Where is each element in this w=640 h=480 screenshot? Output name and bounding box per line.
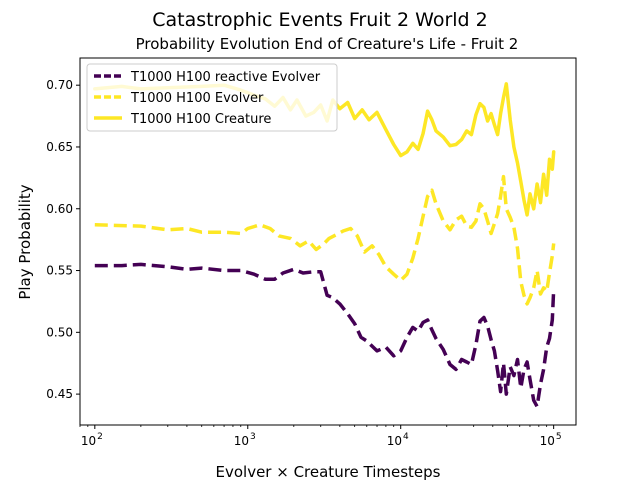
x-axis-label: Evolver × Creature Timesteps (216, 463, 441, 480)
legend-label-1: T1000 H100 reactive Evolver (130, 70, 321, 85)
x-tick-label: 104 (387, 432, 409, 448)
x-tick-label: 105 (540, 432, 562, 448)
plot-frame (79, 57, 577, 426)
chart-legend: T1000 H100 reactive Evolver T1000 H100 Ev… (86, 63, 338, 132)
y-tick-label: 0.50 (46, 325, 73, 339)
series-line-1 (94, 262, 556, 409)
legend-frame (86, 63, 338, 132)
y-tick-label: 0.65 (46, 140, 73, 154)
y-tick-label: 0.60 (46, 202, 73, 216)
y-axis-ticks: 0.45 0.50 0.55 0.60 0.65 0.70 (46, 78, 80, 401)
y-tick-label: 0.70 (46, 78, 73, 92)
y-tick-label: 0.55 (46, 264, 73, 278)
series-layer (93, 82, 556, 409)
x-tick-label: 102 (81, 432, 103, 448)
x-axis-ticks: 102 103 104 105 (79, 425, 562, 448)
chart-suptitle: Catastrophic Events Fruit 2 World 2 (152, 9, 487, 31)
chart-title: Probability Evolution End of Creature's … (136, 35, 519, 53)
y-axis-label: Play Probability (16, 184, 34, 299)
legend-label-3: T1000 H100 Creature (130, 112, 271, 127)
y-tick-label: 0.45 (46, 387, 73, 401)
x-tick-label: 103 (234, 432, 256, 448)
series-line-2 (94, 174, 556, 306)
legend-label-2: T1000 H100 Evolver (130, 91, 264, 106)
